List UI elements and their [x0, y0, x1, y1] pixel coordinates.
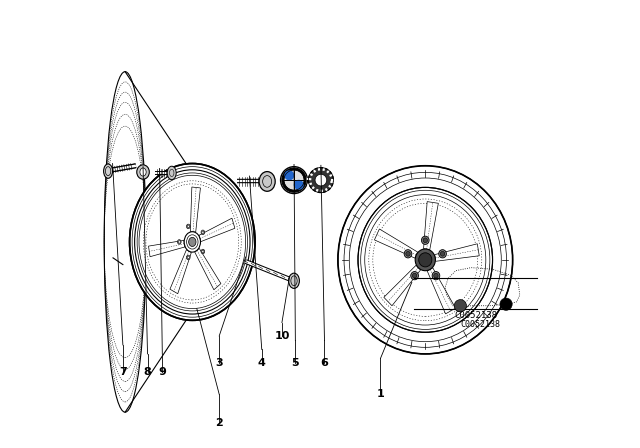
Text: 8: 8: [143, 367, 152, 377]
Ellipse shape: [438, 250, 446, 258]
Ellipse shape: [186, 255, 190, 260]
Polygon shape: [384, 265, 420, 306]
Ellipse shape: [289, 273, 300, 289]
Ellipse shape: [189, 237, 196, 246]
Polygon shape: [424, 202, 438, 250]
Ellipse shape: [412, 273, 417, 278]
Ellipse shape: [358, 187, 493, 332]
Text: 6: 6: [321, 358, 328, 368]
Ellipse shape: [184, 232, 200, 252]
Ellipse shape: [140, 168, 146, 176]
Ellipse shape: [177, 240, 181, 244]
Ellipse shape: [432, 271, 440, 280]
Ellipse shape: [308, 168, 333, 193]
Polygon shape: [195, 248, 221, 290]
Ellipse shape: [423, 238, 428, 243]
Ellipse shape: [434, 273, 438, 278]
Polygon shape: [374, 229, 417, 258]
Ellipse shape: [284, 170, 294, 181]
Polygon shape: [148, 241, 185, 257]
Text: 7: 7: [119, 367, 127, 377]
Circle shape: [500, 298, 512, 310]
Ellipse shape: [294, 180, 304, 190]
Text: 5: 5: [292, 358, 299, 368]
Text: C0052138: C0052138: [454, 311, 497, 320]
Text: 10: 10: [274, 331, 290, 341]
Ellipse shape: [440, 251, 445, 256]
Ellipse shape: [338, 166, 513, 354]
Ellipse shape: [259, 172, 275, 191]
Polygon shape: [435, 244, 479, 261]
Polygon shape: [428, 268, 456, 314]
Ellipse shape: [404, 250, 412, 258]
Circle shape: [454, 300, 467, 312]
Ellipse shape: [282, 168, 306, 192]
Ellipse shape: [422, 236, 429, 245]
Ellipse shape: [167, 166, 176, 180]
Ellipse shape: [104, 164, 113, 178]
Ellipse shape: [406, 251, 410, 256]
Text: 1: 1: [376, 389, 385, 399]
Ellipse shape: [315, 174, 327, 186]
Text: 2: 2: [215, 418, 223, 428]
Ellipse shape: [415, 249, 435, 271]
Text: 9: 9: [158, 367, 166, 377]
Ellipse shape: [186, 224, 190, 228]
Text: 3: 3: [216, 358, 223, 368]
Ellipse shape: [129, 164, 255, 320]
Ellipse shape: [411, 271, 419, 280]
Text: 4: 4: [258, 358, 266, 368]
Polygon shape: [190, 187, 200, 232]
Ellipse shape: [139, 175, 246, 309]
Ellipse shape: [201, 249, 205, 254]
Ellipse shape: [137, 165, 149, 179]
Polygon shape: [170, 250, 191, 294]
Text: C0052138: C0052138: [460, 320, 500, 329]
Polygon shape: [199, 218, 235, 241]
Ellipse shape: [419, 253, 432, 267]
Ellipse shape: [284, 170, 304, 190]
Ellipse shape: [201, 230, 205, 235]
Ellipse shape: [280, 167, 307, 194]
